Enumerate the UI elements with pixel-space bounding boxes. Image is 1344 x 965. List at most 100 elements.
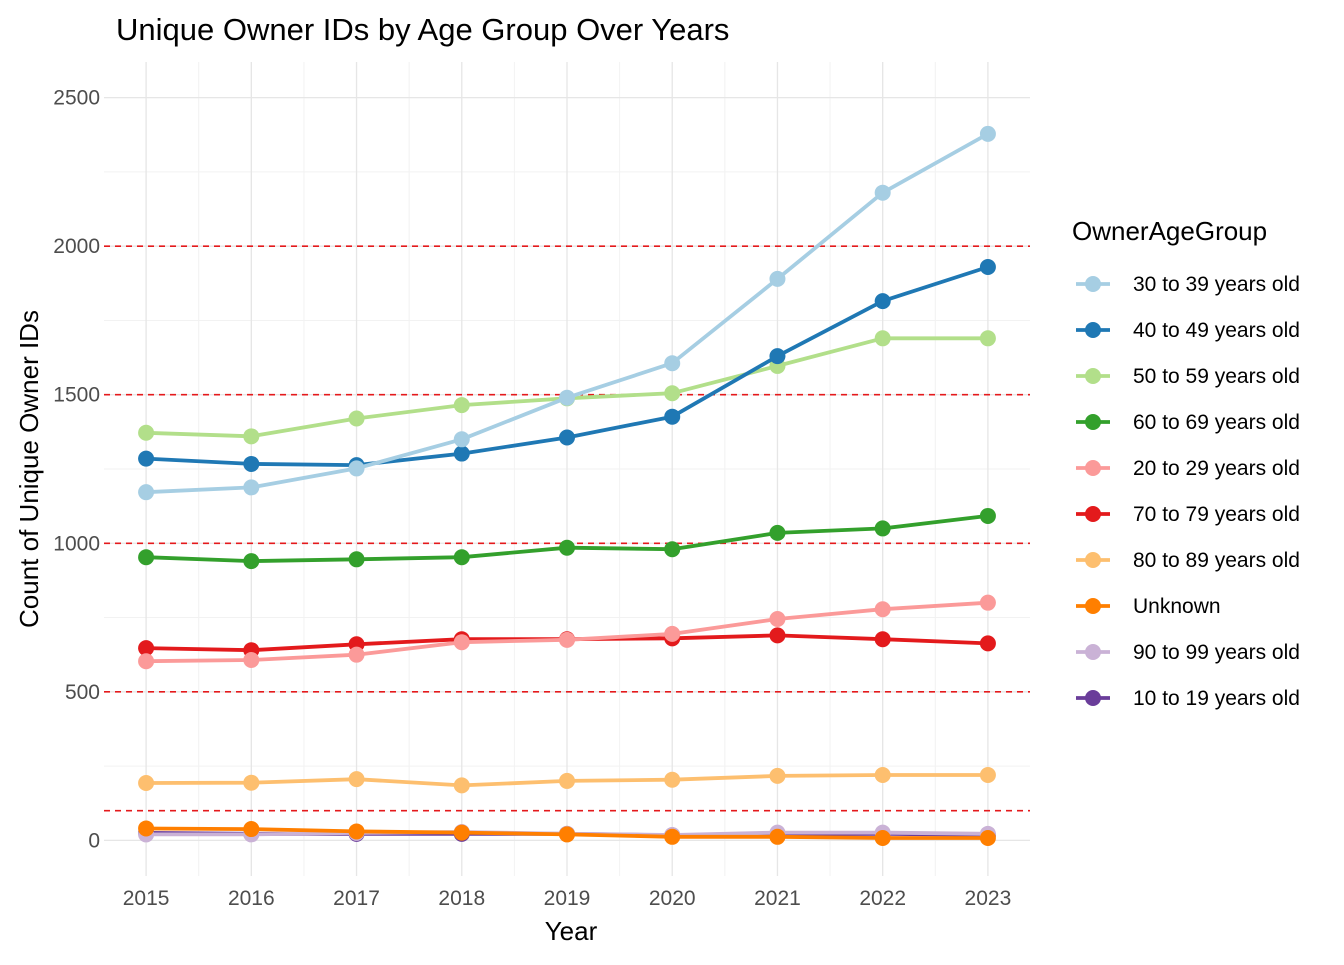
legend-item: 10 to 19 years old (1076, 687, 1300, 710)
data-point (769, 828, 786, 845)
data-point (559, 429, 575, 446)
legend-key-dot (1085, 690, 1101, 706)
x-tick-label: 2019 (544, 887, 591, 910)
legend-item: Unknown (1076, 595, 1221, 618)
legend-key-dot (1085, 598, 1101, 614)
data-point (453, 445, 470, 462)
legend-key-dot (1085, 368, 1101, 384)
legend-label: 90 to 99 years old (1133, 641, 1300, 664)
data-point (769, 627, 786, 644)
y-axis-label: Count of Unique Owner IDs (14, 310, 44, 628)
series-60-to-69-years-old (138, 507, 996, 570)
data-point (874, 330, 891, 347)
legend: OwnerAgeGroup 30 to 39 years old 40 to 49… (1072, 216, 1300, 710)
data-point (348, 410, 365, 427)
series-lines (138, 125, 996, 846)
data-point (243, 821, 260, 838)
data-point (348, 460, 365, 477)
data-point (348, 771, 365, 788)
data-point (769, 524, 786, 541)
x-axis-label: Year (545, 916, 598, 946)
data-point (874, 601, 891, 618)
legend-label: 70 to 79 years old (1133, 503, 1300, 526)
data-point (243, 479, 260, 496)
data-point (874, 829, 891, 846)
legend-item: 80 to 89 years old (1076, 549, 1300, 572)
data-point (453, 634, 470, 651)
data-point (769, 767, 786, 784)
data-point (243, 455, 260, 472)
data-point (769, 348, 786, 365)
legend-item: 30 to 39 years old (1076, 273, 1300, 296)
data-point (664, 385, 681, 402)
data-point (769, 270, 786, 287)
legend-label: Unknown (1133, 595, 1221, 618)
data-point (664, 828, 681, 845)
x-tick-label: 2022 (859, 887, 906, 910)
data-point (979, 125, 996, 142)
data-point (979, 829, 996, 846)
data-point (664, 771, 681, 788)
legend-label: 20 to 29 years old (1133, 457, 1300, 480)
data-point (138, 820, 155, 837)
legend-item: 40 to 49 years old (1076, 319, 1300, 342)
data-point (559, 389, 575, 406)
data-point (664, 355, 681, 372)
legend-label: 50 to 59 years old (1133, 365, 1300, 388)
legend-label: 60 to 69 years old (1133, 411, 1300, 434)
data-point (138, 775, 155, 792)
series-20-to-29-years-old (138, 594, 996, 670)
legend-key-dot (1085, 506, 1101, 522)
legend-label: 30 to 39 years old (1133, 273, 1300, 296)
data-point (874, 766, 891, 783)
y-tick-label: 1000 (53, 532, 100, 555)
data-point (979, 507, 996, 524)
data-point (559, 826, 575, 843)
x-tick-label: 2015 (123, 887, 170, 910)
data-point (664, 625, 681, 642)
data-point (559, 539, 575, 556)
data-point (138, 640, 155, 657)
legend-key-dot (1085, 644, 1101, 660)
series-40-to-49-years-old (138, 258, 996, 474)
data-point (453, 777, 470, 794)
y-tick-label: 0 (88, 829, 100, 852)
series-unknown (138, 820, 996, 846)
legend-item: 50 to 59 years old (1076, 365, 1300, 388)
data-point (874, 184, 891, 201)
y-axis: 0 500 1000 1500 2000 2500 (53, 87, 100, 853)
legend-key-dot (1085, 552, 1101, 568)
legend-label: 40 to 49 years old (1133, 319, 1300, 342)
legend-title: OwnerAgeGroup (1072, 216, 1267, 246)
legend-item: 20 to 29 years old (1076, 457, 1300, 480)
data-point (243, 774, 260, 791)
series-30-to-39-years-old (138, 125, 996, 501)
x-tick-label: 2018 (438, 887, 485, 910)
data-point (453, 824, 470, 841)
data-point (138, 484, 155, 501)
grid-lines (104, 62, 1030, 876)
x-tick-label: 2023 (965, 887, 1012, 910)
y-tick-label: 2500 (53, 87, 100, 110)
data-point (874, 520, 891, 537)
legend-label: 80 to 89 years old (1133, 549, 1300, 572)
x-tick-label: 2020 (649, 887, 696, 910)
data-point (453, 549, 470, 566)
legend-key-dot (1085, 322, 1101, 338)
data-point (138, 450, 155, 467)
data-point (453, 431, 470, 448)
data-point (979, 594, 996, 611)
data-point (138, 424, 155, 441)
x-tick-label: 2016 (228, 887, 275, 910)
data-point (979, 635, 996, 652)
y-tick-label: 500 (65, 681, 100, 704)
data-point (979, 258, 996, 275)
data-point (348, 551, 365, 568)
x-axis: 2015 2016 2017 2018 2019 2020 2021 2022 2023 (123, 887, 1012, 910)
legend-key-dot (1085, 460, 1101, 476)
data-point (453, 397, 470, 414)
data-point (979, 330, 996, 347)
data-point (874, 293, 891, 310)
legend-item: 70 to 79 years old (1076, 503, 1300, 526)
